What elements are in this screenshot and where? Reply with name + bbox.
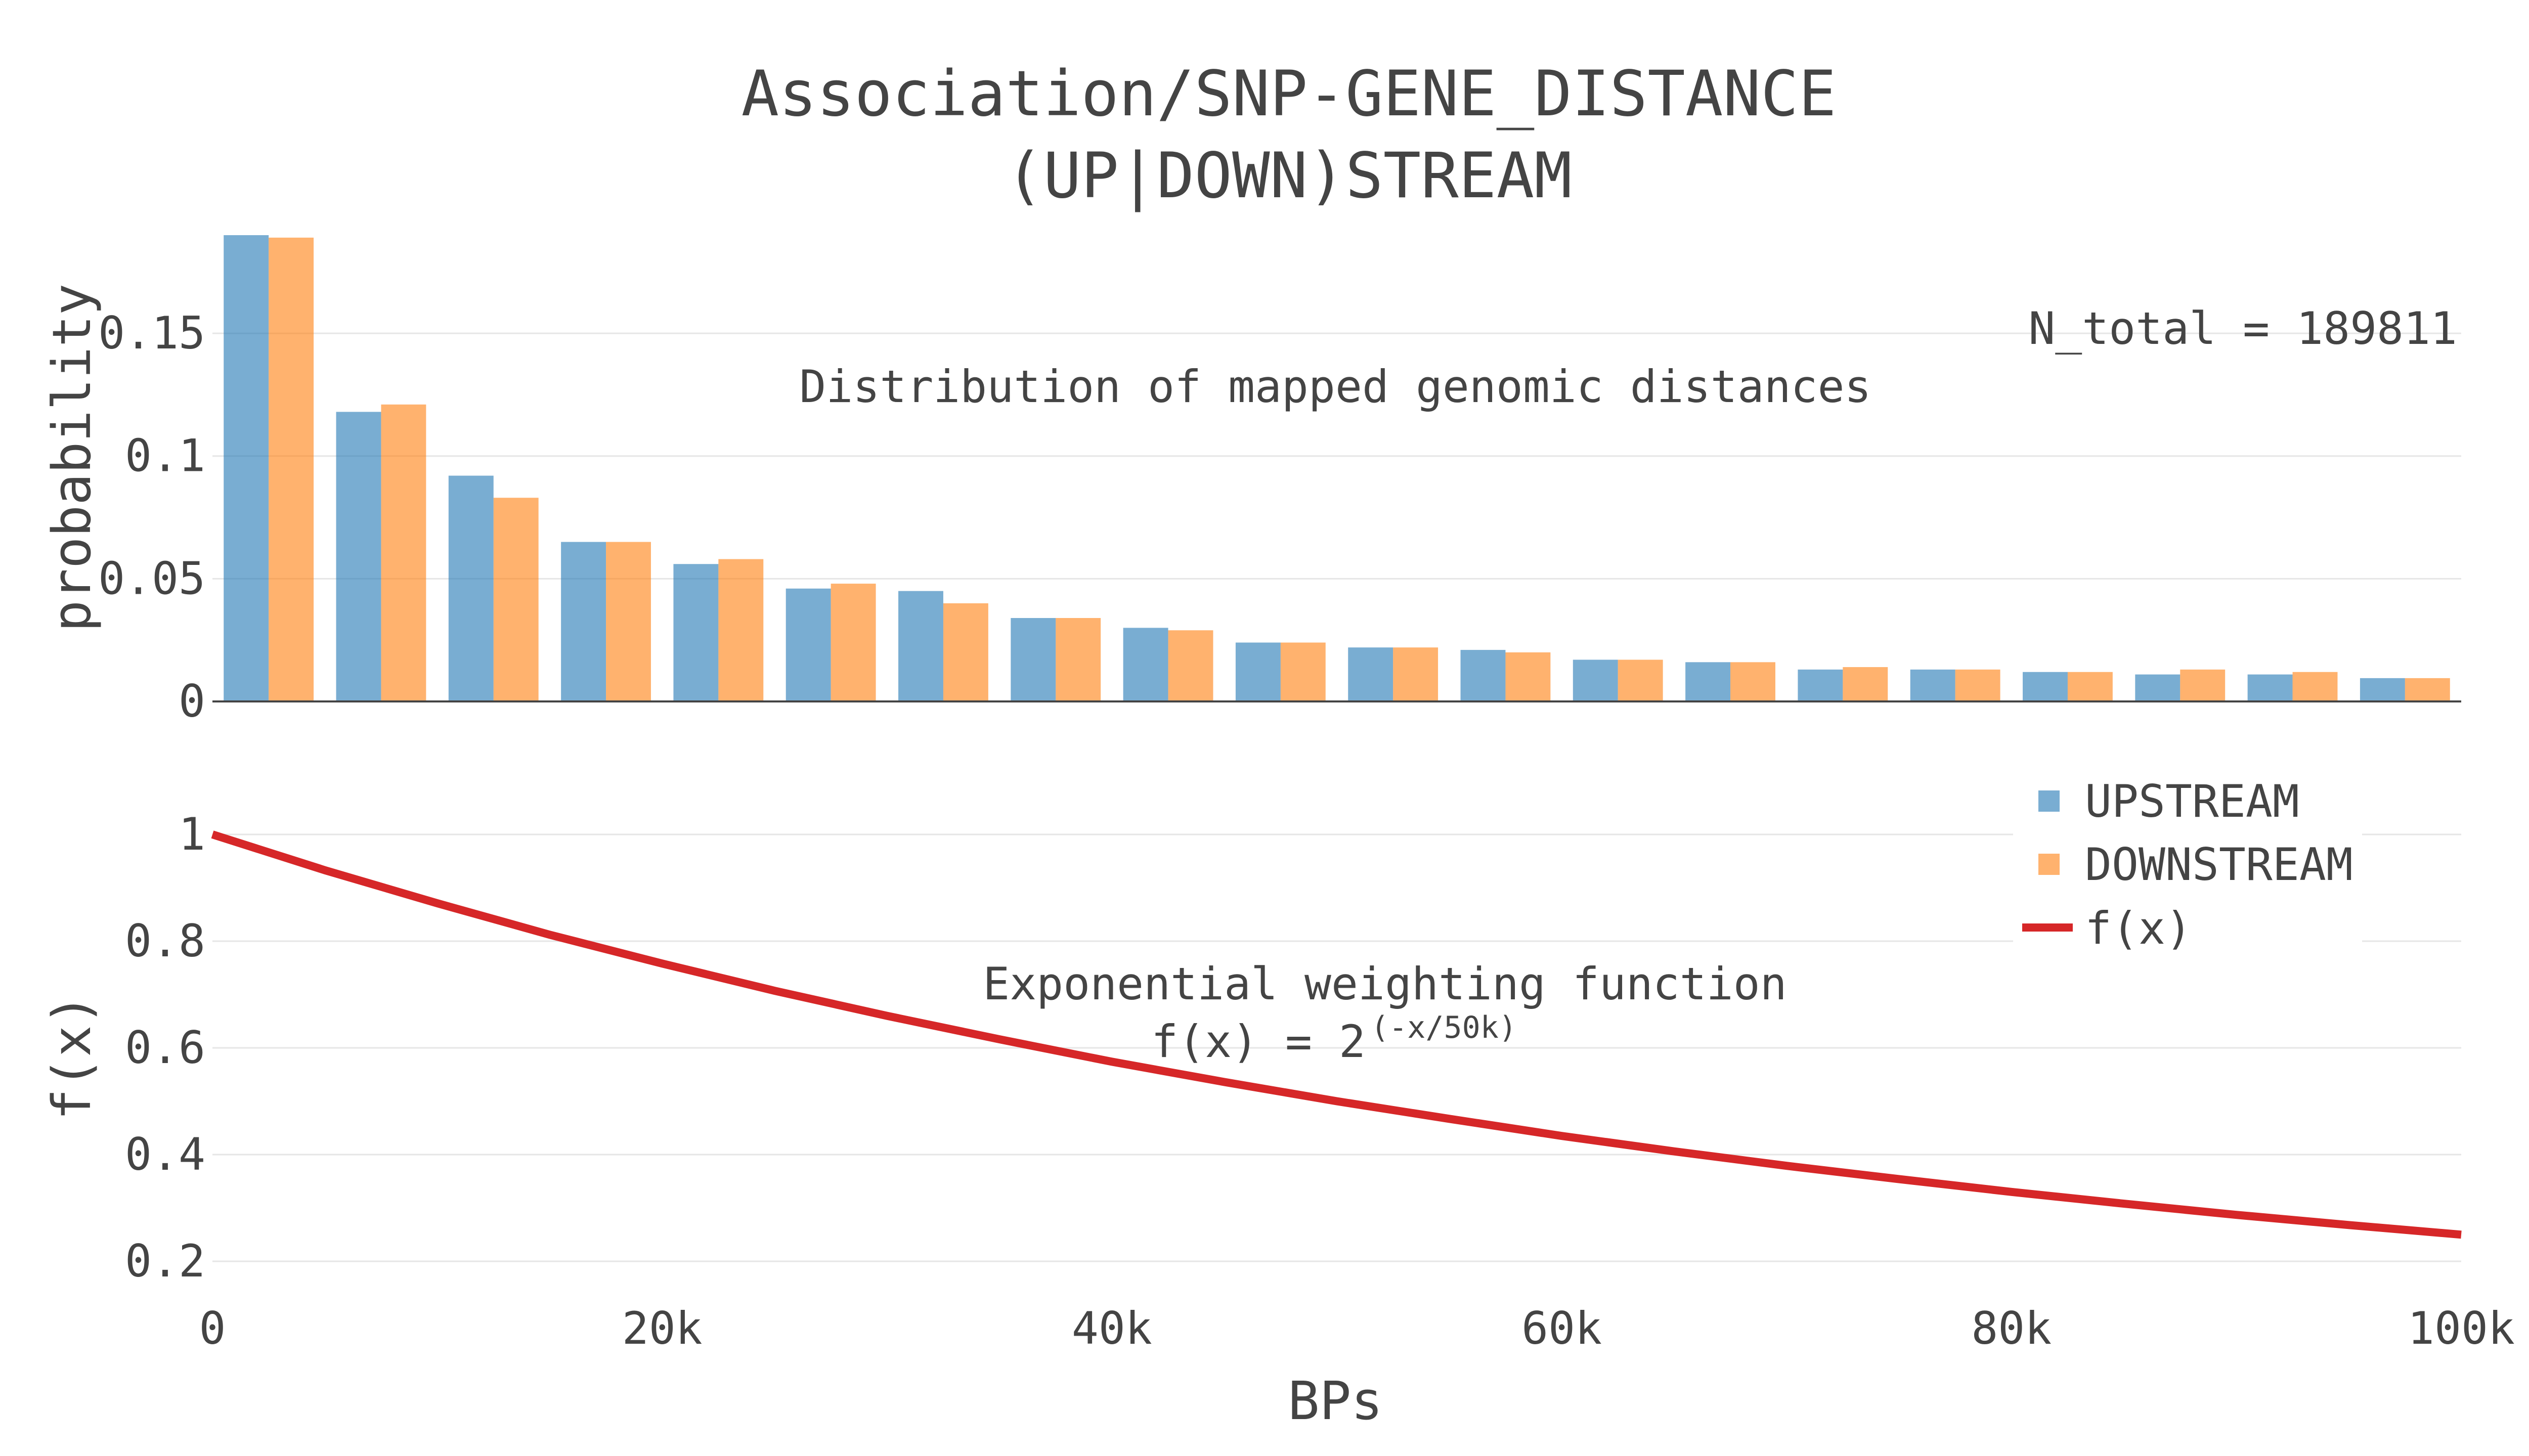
- distribution-annotation: Distribution of mapped genomic distances: [799, 361, 1871, 413]
- bar-upstream-4[interactable]: [673, 564, 719, 701]
- bar-upstream-8[interactable]: [1123, 628, 1168, 701]
- top-bars: [224, 235, 2450, 701]
- bar-downstream-17[interactable]: [2180, 669, 2226, 701]
- bar-downstream-10[interactable]: [1393, 647, 1438, 701]
- top-y-tick-labels: 0 0.05 0.1 0.15: [98, 307, 205, 727]
- bottom-y-tick-label: 0.8: [125, 915, 205, 967]
- fx-curve: [211, 830, 2462, 1239]
- bar-upstream-14[interactable]: [1798, 669, 1843, 701]
- legend-upstream-label: UPSTREAM: [2085, 775, 2299, 827]
- bar-downstream-7[interactable]: [1056, 618, 1101, 701]
- bar-downstream-13[interactable]: [1730, 662, 1775, 701]
- bar-downstream-11[interactable]: [1505, 652, 1551, 701]
- bar-downstream-12[interactable]: [1618, 659, 1663, 701]
- bar-upstream-15[interactable]: [1910, 669, 1955, 701]
- bottom-y-tick-label: 0.6: [125, 1022, 205, 1074]
- bottom-y-axis-title: f(x): [41, 994, 103, 1120]
- x-tick-label: 20k: [622, 1302, 703, 1354]
- bar-downstream-4[interactable]: [718, 559, 764, 701]
- bar-upstream-16[interactable]: [2023, 672, 2068, 701]
- formula-annotation: f(x) = 2: [1151, 1016, 1366, 1068]
- bar-upstream-11[interactable]: [1460, 650, 1506, 701]
- legend[interactable]: UPSTREAM DOWNSTREAM f(x): [2013, 774, 2362, 954]
- bar-upstream-7[interactable]: [1011, 618, 1056, 701]
- bar-downstream-2[interactable]: [493, 498, 539, 701]
- legend-downstream-label: DOWNSTREAM: [2085, 839, 2353, 891]
- bar-upstream-17[interactable]: [2135, 674, 2181, 701]
- bar-upstream-12[interactable]: [1573, 659, 1618, 701]
- top-y-tick-label: 0: [179, 675, 205, 727]
- bar-upstream-1[interactable]: [336, 412, 381, 701]
- bottom-y-tick-label: 1: [179, 808, 205, 860]
- legend-upstream-swatch: [2038, 790, 2060, 812]
- x-tick-label: 80k: [1971, 1302, 2052, 1354]
- bar-upstream-5[interactable]: [786, 588, 831, 701]
- bar-downstream-9[interactable]: [1280, 642, 1326, 701]
- bar-downstream-3[interactable]: [606, 542, 651, 701]
- bottom-y-tick-label: 0.4: [125, 1128, 205, 1180]
- chart-title: Association/SNP-GENE_DISTANCE: [742, 58, 1837, 130]
- legend-downstream-swatch: [2038, 854, 2060, 875]
- bar-downstream-8[interactable]: [1168, 630, 1213, 701]
- bar-upstream-18[interactable]: [2247, 674, 2293, 701]
- bar-downstream-6[interactable]: [943, 603, 988, 701]
- bar-downstream-19[interactable]: [2405, 678, 2450, 701]
- x-tick-label: 60k: [1521, 1302, 1602, 1354]
- formula-exponent: (-x/50k): [1371, 1010, 1517, 1045]
- bar-upstream-19[interactable]: [2360, 678, 2405, 701]
- x-axis-title: BPs: [1288, 1370, 1383, 1432]
- bar-upstream-0[interactable]: [224, 235, 269, 701]
- bar-downstream-1[interactable]: [381, 404, 426, 701]
- legend-fx-label: f(x): [2085, 902, 2192, 954]
- legend-item-fx[interactable]: f(x): [2022, 902, 2192, 954]
- bar-upstream-10[interactable]: [1348, 647, 1393, 701]
- legend-item-upstream[interactable]: UPSTREAM: [2038, 775, 2299, 827]
- bar-downstream-15[interactable]: [1955, 669, 2000, 701]
- n-total-annotation: N_total = 189811: [2028, 302, 2457, 355]
- top-y-tick-label: 0.15: [98, 307, 205, 359]
- legend-background: [2013, 774, 2362, 946]
- bar-downstream-0[interactable]: [269, 237, 314, 701]
- bar-downstream-16[interactable]: [2067, 672, 2113, 701]
- weighting-annotation: Exponential weighting function: [983, 958, 1786, 1010]
- x-tick-label: 40k: [1072, 1302, 1152, 1354]
- bar-downstream-18[interactable]: [2292, 672, 2338, 701]
- bar-upstream-2[interactable]: [448, 475, 494, 701]
- bottom-y-tick-label: 0.2: [125, 1235, 205, 1287]
- bar-downstream-14[interactable]: [1843, 667, 1888, 701]
- x-tick-labels: 0 20k 40k 60k 80k 100k: [199, 1302, 2515, 1354]
- bar-downstream-5[interactable]: [831, 584, 876, 701]
- bar-upstream-3[interactable]: [561, 542, 606, 701]
- top-y-axis-title: probability: [41, 284, 103, 632]
- x-tick-label: 100k: [2408, 1302, 2515, 1354]
- top-y-tick-label: 0.1: [125, 430, 205, 482]
- bar-upstream-9[interactable]: [1235, 642, 1281, 701]
- bar-upstream-6[interactable]: [898, 591, 943, 701]
- bar-upstream-13[interactable]: [1685, 662, 1731, 701]
- chart-subtitle: (UP|DOWN)STREAM: [1006, 140, 1572, 212]
- legend-item-downstream[interactable]: DOWNSTREAM: [2038, 839, 2353, 891]
- bottom-y-tick-labels: 0.2 0.4 0.6 0.8 1: [125, 808, 205, 1287]
- x-tick-label: 0: [199, 1302, 226, 1354]
- top-y-tick-label: 0.05: [98, 552, 205, 604]
